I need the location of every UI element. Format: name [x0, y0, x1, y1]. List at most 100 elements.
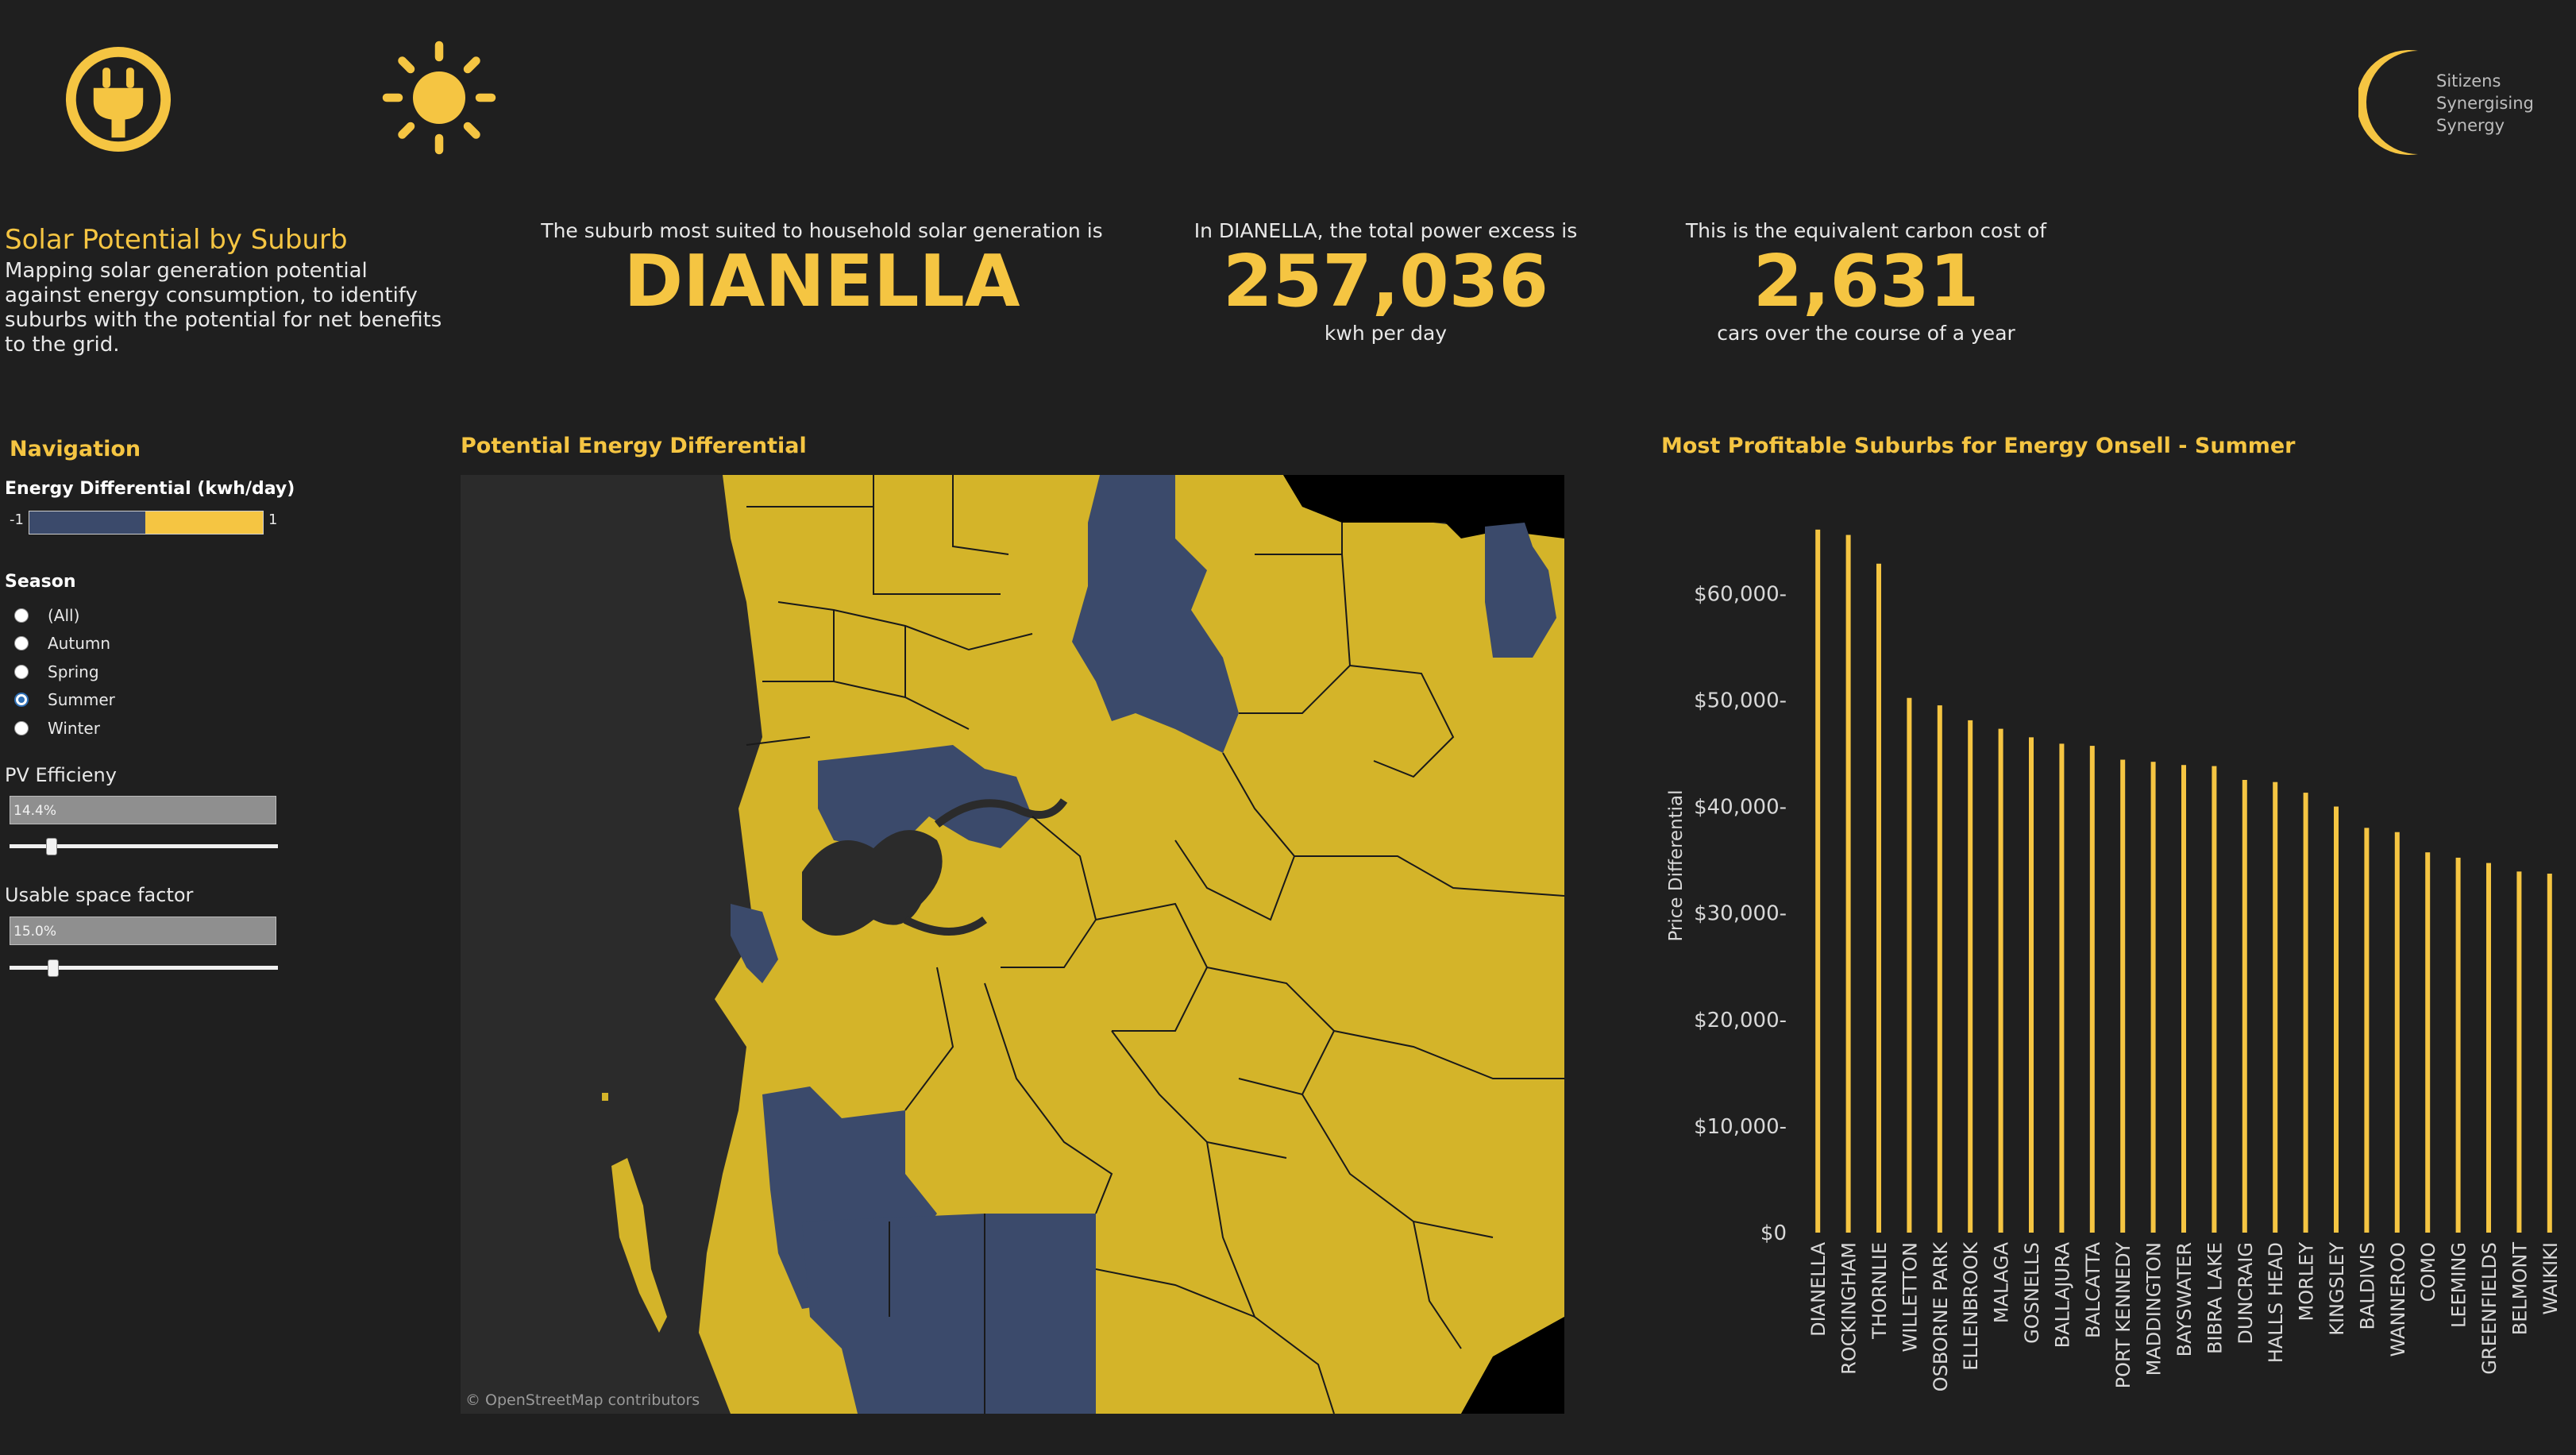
season-radio-winter[interactable]: [14, 721, 29, 735]
y-tick-label: $0: [1760, 1222, 1787, 1245]
legend-color-bar: [29, 511, 264, 535]
x-tick-label: LEEMING: [2448, 1242, 2470, 1328]
season-option-all[interactable]: (All): [14, 604, 79, 627]
kpi-top-suburb: The suburb most suited to household sola…: [540, 219, 1104, 322]
map-negative-regions[interactable]: [731, 475, 1556, 1414]
kpi-power-excess: In DIANELLA, the total power excess is 2…: [1183, 219, 1588, 345]
kpi-carbon-cost: This is the equivalent carbon cost of 2,…: [1660, 219, 2073, 345]
bar[interactable]: [1876, 563, 1881, 1233]
legend-positive-swatch: [145, 511, 263, 534]
x-tick-label: ELLENBROOK: [1960, 1241, 1982, 1371]
bar[interactable]: [1937, 705, 1942, 1233]
bar[interactable]: [2120, 759, 2126, 1233]
bar[interactable]: [2181, 765, 2186, 1233]
kpi-power-excess-unit: kwh per day: [1324, 322, 1448, 345]
season-radio-all[interactable]: [14, 608, 29, 623]
legend-min: -1: [10, 511, 24, 528]
map-positive-region[interactable]: [699, 475, 1564, 1414]
bar[interactable]: [2089, 746, 2095, 1233]
bar[interactable]: [2273, 782, 2278, 1233]
x-tick-label: DUNCRAIG: [2235, 1242, 2257, 1345]
bar[interactable]: [1815, 529, 1821, 1233]
x-tick-label: MALAGA: [1991, 1241, 2013, 1323]
map-river: [802, 830, 943, 936]
bar[interactable]: [2303, 793, 2308, 1233]
bar[interactable]: [2486, 863, 2491, 1233]
bar[interactable]: [2029, 737, 2034, 1233]
kpi-power-excess-value: 257,036: [1223, 240, 1548, 323]
bar[interactable]: [1968, 720, 1973, 1233]
usable-space-slider-thumb[interactable]: [48, 959, 59, 977]
x-tick-label: THORNLIE: [1868, 1242, 1891, 1340]
x-tick-label: WANNEROO: [2387, 1242, 2409, 1357]
x-tick-label: GREENFIELDS: [2478, 1242, 2501, 1375]
season-option-spring[interactable]: Spring: [14, 660, 99, 684]
suburb-map[interactable]: [461, 475, 1564, 1414]
logo: Sitizens Synergising Synergy: [2358, 43, 2557, 162]
x-tick-label: MADDINGTON: [2143, 1242, 2165, 1376]
bar[interactable]: [2455, 857, 2461, 1233]
x-tick-label: WILLETTON: [1899, 1242, 1921, 1352]
season-label-winter: Winter: [48, 719, 100, 738]
navigation-title: Navigation: [10, 437, 141, 461]
season-label-spring: Spring: [48, 662, 99, 681]
map-nodata-se: [1461, 1317, 1564, 1414]
pv-efficiency-title: PV Efficieny: [5, 764, 117, 786]
y-tick-label: $60,000-: [1694, 582, 1787, 606]
bar[interactable]: [2150, 762, 2156, 1233]
bar[interactable]: [1845, 535, 1851, 1233]
plug-icon: [65, 46, 172, 152]
x-tick-label: KINGSLEY: [2326, 1242, 2348, 1336]
y-axis-label: Price Differential: [1666, 789, 1687, 941]
season-option-winter[interactable]: Winter: [14, 716, 100, 740]
y-tick-label: $10,000-: [1694, 1115, 1787, 1139]
logo-line-1: Sitizens: [2436, 71, 2501, 91]
bar[interactable]: [1907, 697, 1912, 1233]
page-subtitle: Mapping solar generation potential again…: [5, 259, 442, 357]
bar[interactable]: [2059, 743, 2065, 1233]
page-title: Solar Potential by Suburb: [5, 224, 348, 256]
x-tick-label: MORLEY: [2296, 1242, 2318, 1322]
bar[interactable]: [2364, 828, 2370, 1233]
pv-efficiency-slider-thumb[interactable]: [46, 838, 57, 855]
kpi-carbon-cost-caption: This is the equivalent carbon cost of: [1685, 219, 2047, 242]
map-boundaries: [746, 475, 1564, 1414]
bar[interactable]: [2212, 766, 2217, 1233]
x-tick-label: ROCKINGHAM: [1838, 1242, 1861, 1375]
usable-space-slider-track[interactable]: [10, 966, 278, 970]
season-label-summer: Summer: [48, 690, 115, 709]
x-tick-label: BAYSWATER: [2173, 1242, 2196, 1357]
logo-line-3: Synergy: [2436, 116, 2505, 135]
bar[interactable]: [2242, 780, 2247, 1233]
pv-efficiency-slider-track[interactable]: [10, 844, 278, 848]
bar[interactable]: [2425, 852, 2431, 1233]
pv-efficiency-input[interactable]: 14.4%: [10, 796, 276, 824]
logo-line-2: Synergising: [2436, 94, 2534, 113]
x-tick-label: GOSNELLS: [2021, 1242, 2043, 1344]
kpi-top-suburb-value: DIANELLA: [623, 240, 1020, 323]
x-tick-label: DIANELLA: [1807, 1241, 1830, 1336]
x-tick-label: BALCATTA: [2082, 1241, 2104, 1338]
legend-title: Energy Differential (kwh/day): [5, 479, 295, 499]
moon-logo-icon: [2358, 50, 2418, 155]
bar[interactable]: [2334, 806, 2339, 1233]
x-tick-label: BALDIVIS: [2356, 1242, 2378, 1330]
season-radio-spring[interactable]: [14, 665, 29, 679]
season-radio-summer[interactable]: [14, 693, 29, 707]
season-option-summer[interactable]: Summer: [14, 688, 115, 712]
usable-space-input[interactable]: 15.0%: [10, 917, 276, 945]
kpi-carbon-cost-value: 2,631: [1753, 240, 1980, 323]
bar[interactable]: [1998, 728, 2003, 1233]
y-tick-label: $20,000-: [1694, 1009, 1787, 1032]
season-title: Season: [5, 572, 76, 592]
bar[interactable]: [2516, 871, 2522, 1233]
y-tick-label: $30,000-: [1694, 902, 1787, 926]
x-tick-label: BELMONT: [2509, 1242, 2531, 1336]
season-label-autumn: Autumn: [48, 634, 111, 653]
map-credit: © OpenStreetMap contributors: [465, 1391, 700, 1409]
season-radio-autumn[interactable]: [14, 636, 29, 650]
bar[interactable]: [2547, 874, 2552, 1233]
season-option-autumn[interactable]: Autumn: [14, 631, 110, 655]
bar[interactable]: [2394, 832, 2400, 1233]
map-title: Potential Energy Differential: [461, 434, 807, 458]
